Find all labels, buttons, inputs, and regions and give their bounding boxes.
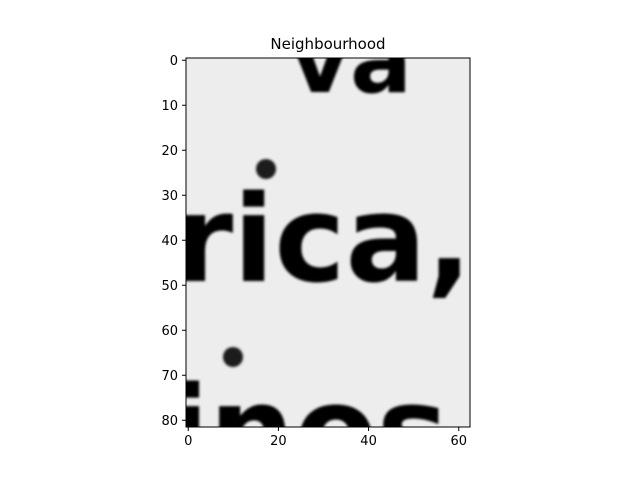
x-tick-label: 40 (360, 434, 377, 449)
image-glyph-bottom: inos (168, 362, 448, 480)
x-tick-label: 0 (184, 434, 192, 449)
image-dot-upper (256, 159, 276, 179)
y-tick-label: 20 (161, 144, 178, 159)
image-area: va rica, inos (168, 7, 472, 480)
chart-title: Neighbourhood (270, 35, 385, 53)
axes-frame (185, 57, 471, 428)
image-dot-lower (223, 347, 243, 367)
y-tick-label: 30 (161, 189, 178, 204)
y-axis: 0 10 20 30 40 50 60 70 80 (161, 54, 186, 429)
y-tick-label: 70 (161, 369, 178, 384)
image-glyph-top: va (290, 7, 412, 114)
x-tick-label: 20 (270, 434, 287, 449)
y-tick-label: 10 (161, 99, 178, 114)
y-tick-label: 80 (161, 414, 178, 429)
x-axis: 0 20 40 60 (184, 427, 467, 449)
y-tick-label: 60 (161, 324, 178, 339)
y-tick-label: 0 (170, 54, 178, 69)
y-tick-label: 50 (161, 279, 178, 294)
y-tick-label: 40 (161, 234, 178, 249)
image-glyph-middle: rica, (174, 171, 472, 310)
x-tick-label: 60 (450, 434, 467, 449)
